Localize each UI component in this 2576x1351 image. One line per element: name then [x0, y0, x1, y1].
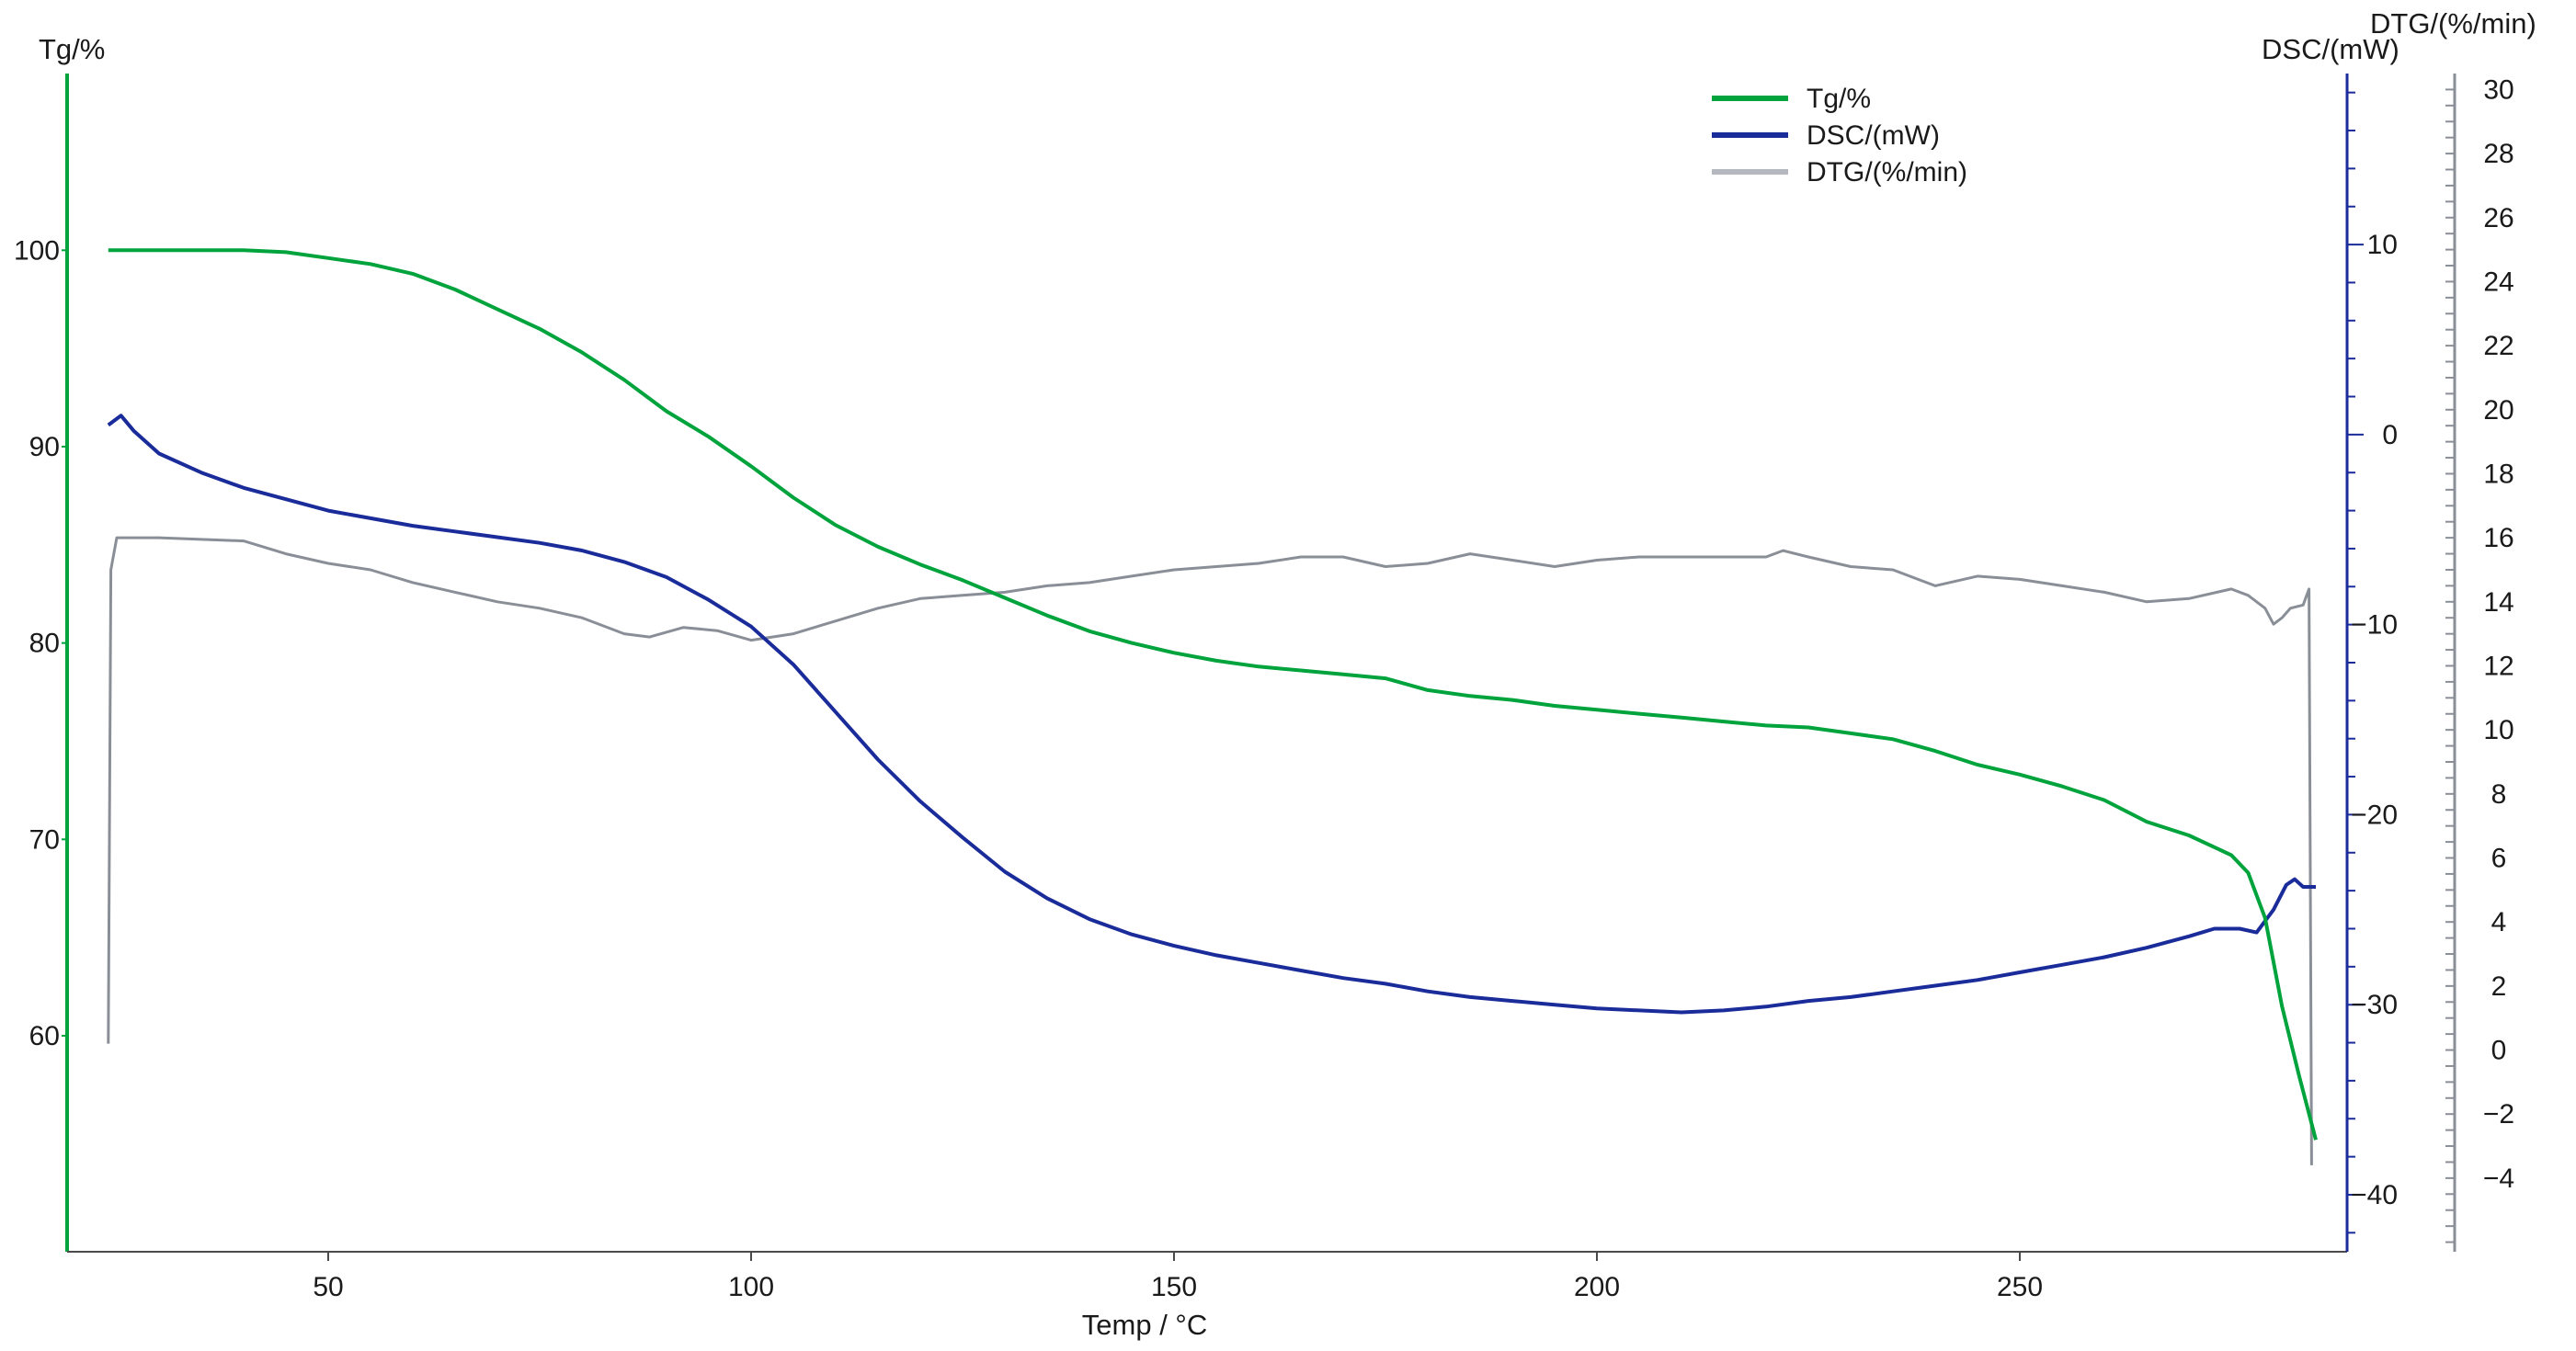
dtg-tick-label: 16	[2483, 523, 2513, 553]
dtg-tick-label: 30	[2483, 74, 2513, 105]
legend: Tg/% DSC/(mW) DTG/(%/min)	[1712, 84, 1967, 187]
dtg-tick-label: 20	[2483, 395, 2513, 426]
tg-axis-title: Tg/%	[39, 33, 105, 65]
axis-ticks: 50 100 150 200 25060708090100−40−30−20−10010…	[14, 74, 2514, 1302]
tg-tick-label: 70	[29, 824, 60, 855]
x-tick-label: 250	[1997, 1272, 2043, 1302]
dsc-axis-title: DSC/(mW)	[2262, 33, 2399, 65]
dtg-tick-label: 2	[2491, 971, 2507, 1002]
legend-label-dtg: DTG/(%/min)	[1807, 157, 1967, 187]
dtg-tick-label: 8	[2491, 779, 2507, 810]
dtg-tick-label: 12	[2483, 651, 2513, 681]
data-series	[107, 248, 2318, 1165]
dtg-series-line	[107, 536, 2313, 1165]
dsc-tick-label: −10	[2351, 610, 2398, 641]
tg-tick-label: 100	[14, 235, 60, 266]
x-tick-label: 50	[313, 1272, 343, 1302]
x-tick-label: 100	[728, 1272, 774, 1302]
dtg-tick-label: 10	[2483, 715, 2513, 745]
dtg-tick-label: 14	[2483, 587, 2513, 618]
tg-tick-label: 90	[29, 432, 60, 462]
dtg-tick-label: 6	[2491, 844, 2507, 874]
tg-series-line	[108, 248, 2318, 1141]
dtg-tick-label: 22	[2483, 331, 2513, 361]
dsc-tick-label: −30	[2351, 990, 2398, 1020]
dsc-tick-label: −40	[2351, 1180, 2398, 1210]
x-axis-title: Temp / °C	[1082, 1309, 1207, 1341]
dtg-tick-label: 28	[2483, 139, 2513, 169]
dtg-tick-label: −2	[2483, 1099, 2514, 1130]
dtg-tick-label: 0	[2491, 1036, 2507, 1066]
axes	[65, 74, 2456, 1253]
dtg-tick-label: 26	[2483, 203, 2513, 233]
tg-tick-label: 60	[29, 1021, 60, 1051]
dtg-tick-label: 4	[2491, 907, 2507, 937]
x-tick-label: 200	[1574, 1272, 1620, 1302]
tg-tick-label: 80	[29, 629, 60, 659]
dtg-tick-label: 24	[2483, 267, 2513, 297]
dtg-axis-title: DTG/(%/min)	[2370, 7, 2536, 40]
x-tick-label: 150	[1151, 1272, 1197, 1302]
dsc-tick-label: 10	[2367, 230, 2398, 260]
dsc-series-line	[107, 414, 2316, 1015]
dtg-tick-label: 18	[2483, 459, 2513, 489]
dtg-tick-label: −4	[2483, 1164, 2514, 1194]
legend-label-dsc: DSC/(mW)	[1807, 120, 1940, 151]
dsc-tick-label: 0	[2382, 420, 2398, 450]
dsc-tick-label: −20	[2351, 800, 2398, 830]
legend-label-tg: Tg/%	[1807, 84, 1871, 114]
